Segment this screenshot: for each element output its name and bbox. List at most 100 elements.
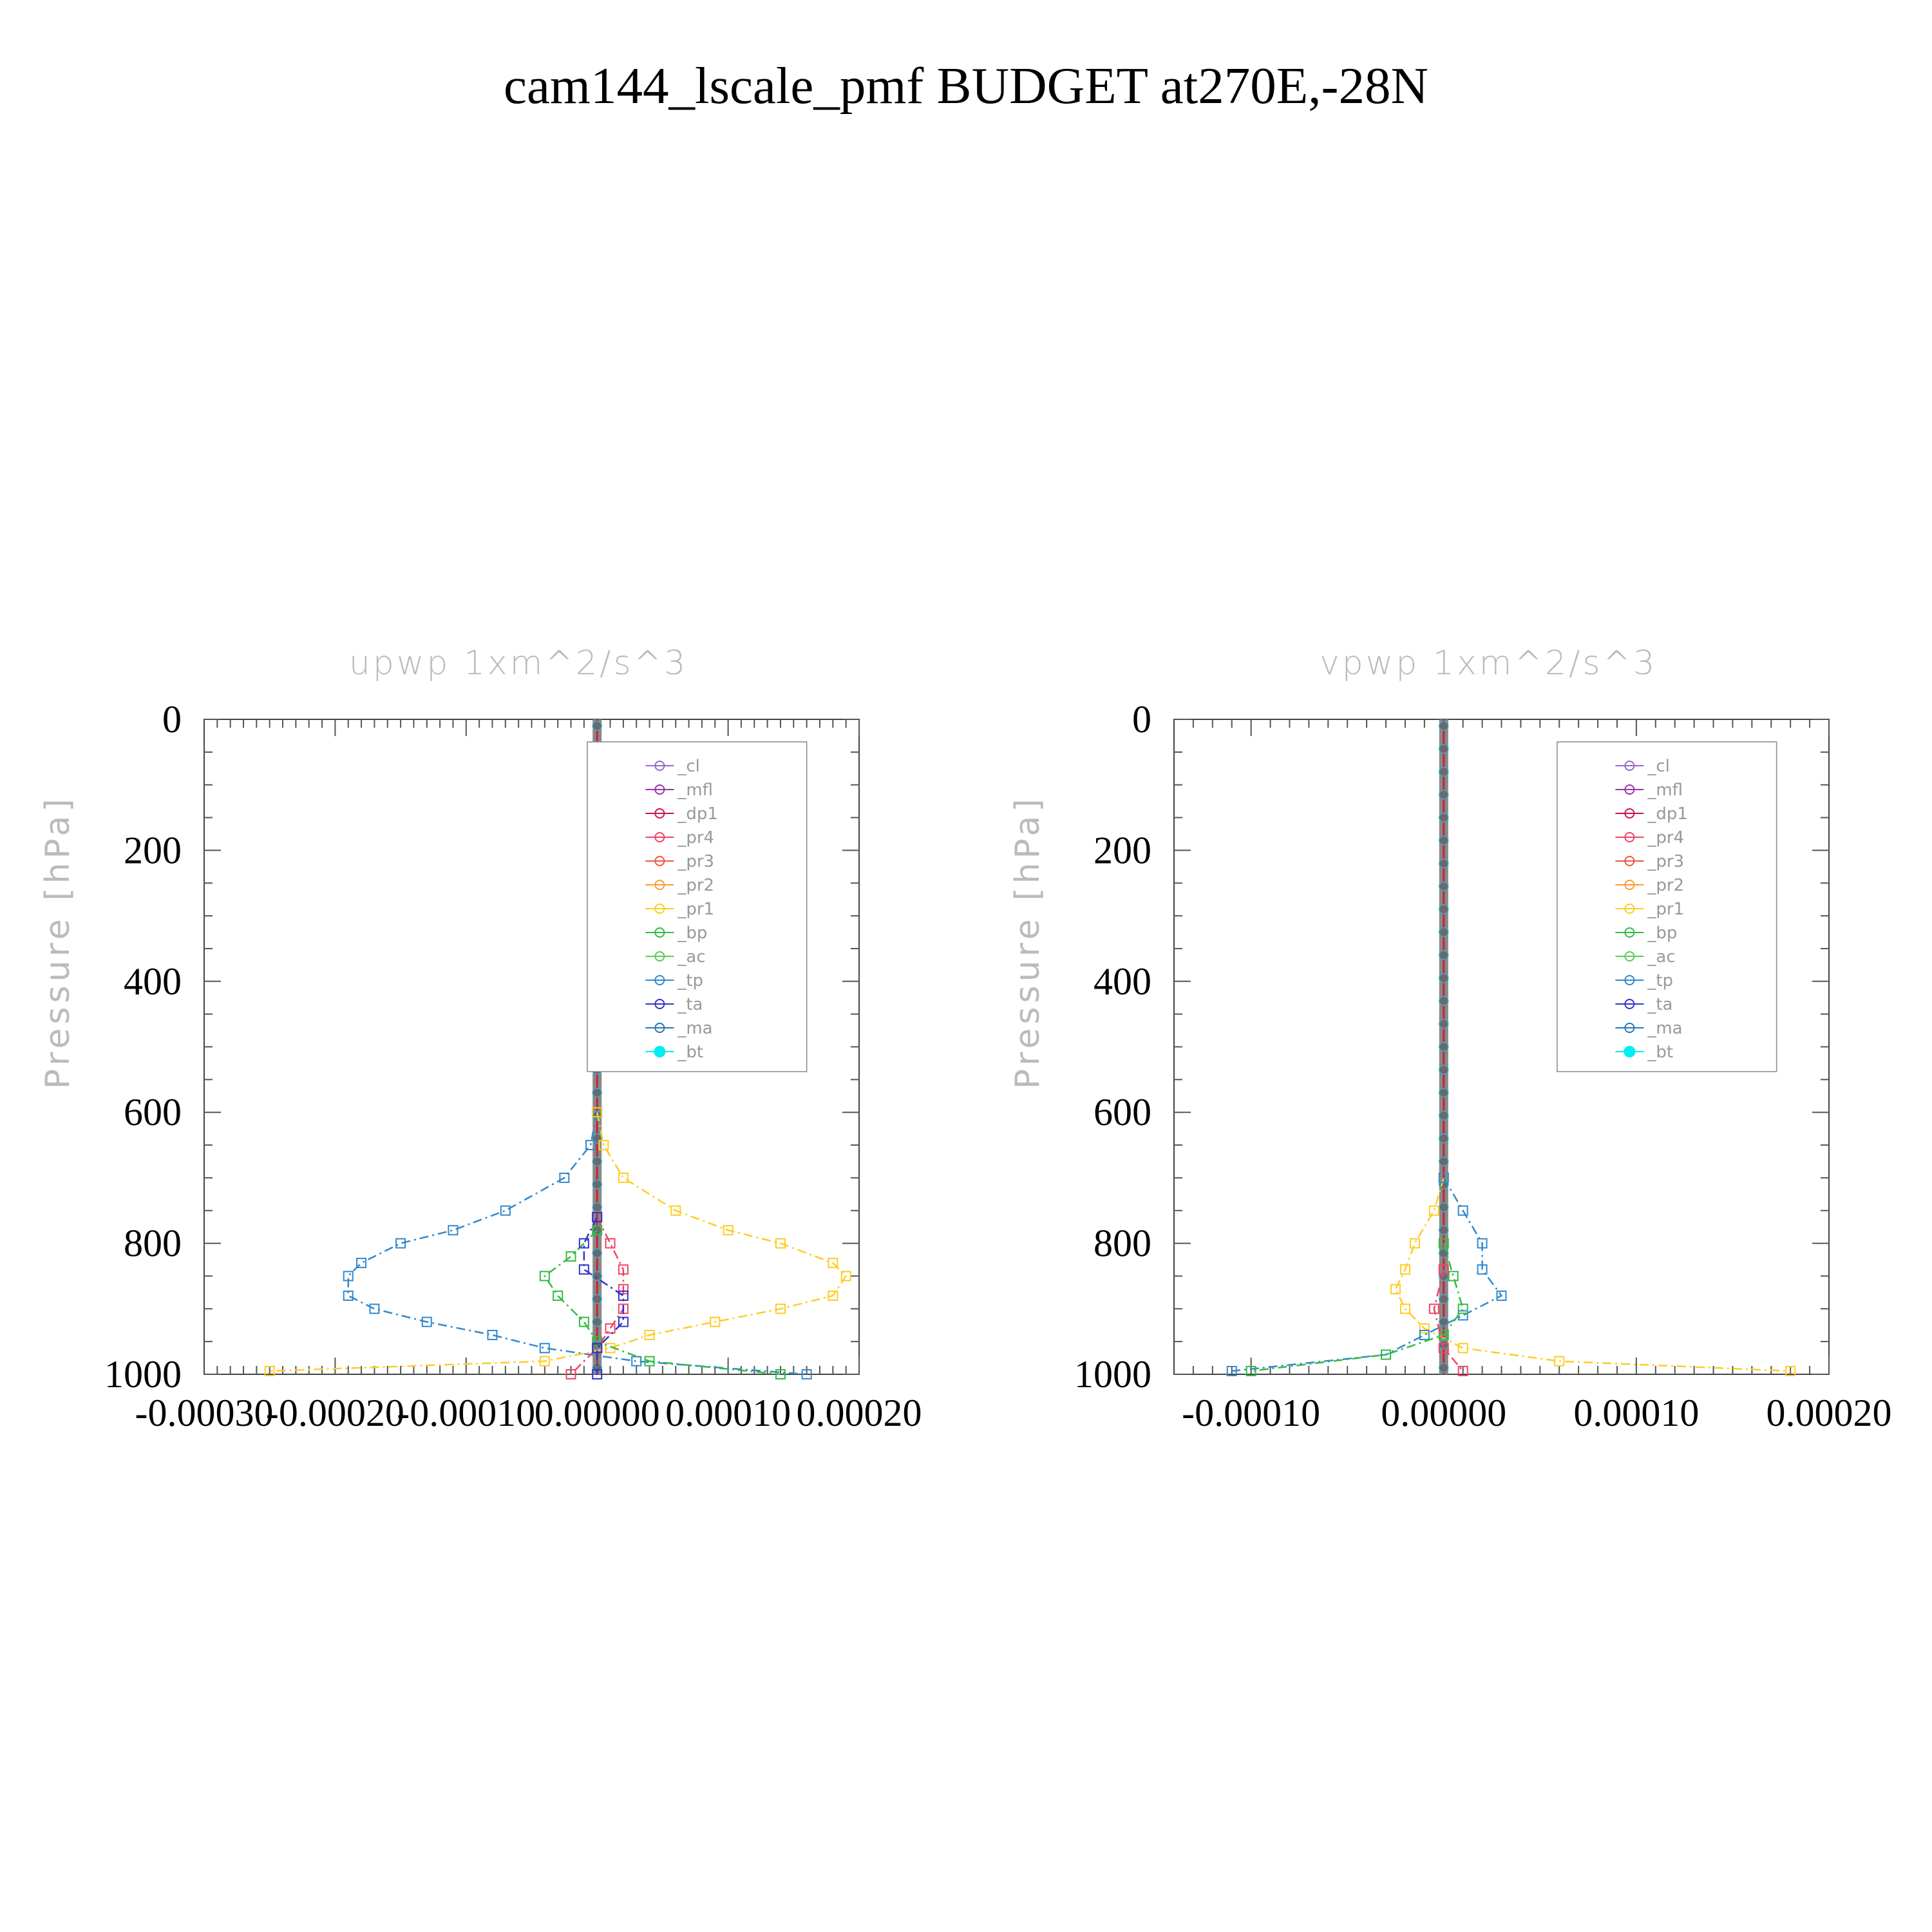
- series-marker-pr4: [618, 1264, 629, 1275]
- y-tick-label: 200: [1094, 829, 1151, 871]
- legend-label: _dp1: [1647, 804, 1688, 824]
- legend-label: _tp: [1647, 971, 1673, 990]
- series-marker-ta: [578, 1264, 589, 1275]
- legend-marker: [654, 1046, 666, 1057]
- legend-box: [587, 741, 808, 1072]
- legend-marker: [654, 904, 665, 914]
- legend-label: _pr2: [1647, 876, 1684, 895]
- legend-marker: [1624, 808, 1635, 819]
- series-marker-pr1: [1785, 1365, 1796, 1376]
- zero-profile-marker: [1439, 1110, 1449, 1121]
- series-marker-bp: [644, 1356, 655, 1367]
- series-marker-tp: [539, 1343, 550, 1354]
- x-tick-label: 0.00020: [797, 1392, 922, 1434]
- series-marker-bp: [1245, 1365, 1256, 1376]
- zero-profile-marker: [1439, 766, 1449, 777]
- series-marker-pr1: [592, 1107, 603, 1118]
- series-marker-pr4: [1428, 1303, 1439, 1314]
- series-marker-pr4: [1438, 1264, 1449, 1275]
- legend-label: _ac: [1647, 947, 1675, 967]
- zero-profile-marker: [1439, 1133, 1449, 1144]
- legend-marker: [1624, 761, 1635, 771]
- series-marker-ta: [592, 1211, 603, 1222]
- legend-label: _pr4: [1647, 828, 1684, 848]
- zero-profile-marker: [1439, 972, 1449, 983]
- y-tick-label: 1000: [104, 1353, 182, 1396]
- series-marker-pr4: [605, 1238, 616, 1249]
- zero-profile-marker: [1439, 904, 1449, 914]
- legend-label: _pr3: [1647, 852, 1684, 871]
- series-line-pr4: [1433, 1269, 1464, 1372]
- legend-label: _mfl: [677, 781, 713, 800]
- series-line-pr1: [1394, 1177, 1791, 1372]
- series-marker-pr4: [565, 1369, 576, 1379]
- zero-profile-marker: [1439, 1087, 1449, 1098]
- legend-marker: [1624, 784, 1635, 795]
- series-marker-pr1: [1428, 1205, 1439, 1216]
- legend-label: _dp1: [677, 804, 718, 824]
- y-tick-label: 400: [124, 960, 182, 1003]
- series-marker-tp: [1457, 1310, 1468, 1321]
- legend-marker: [1624, 1023, 1635, 1033]
- series-marker-tp: [585, 1140, 596, 1151]
- legend-marker: [1624, 856, 1635, 866]
- series-marker-bp: [1381, 1349, 1392, 1360]
- legend-marker: [1624, 880, 1635, 890]
- legend-label: _bp: [677, 923, 707, 943]
- zero-profile-marker: [1439, 1202, 1449, 1213]
- legend-marker: [654, 761, 665, 771]
- zero-profile-marker: [1439, 1065, 1449, 1075]
- x-tick-label: 0.00010: [665, 1392, 791, 1434]
- y-tick-label: 800: [124, 1222, 182, 1265]
- series-marker-ta: [618, 1316, 629, 1327]
- series-marker-pr4: [605, 1323, 616, 1334]
- legend-label: _ma: [677, 1019, 712, 1038]
- series-marker-pr1: [828, 1290, 838, 1301]
- series-marker-tp: [1477, 1264, 1488, 1275]
- upwp-panel: upwp 1xm^2/s^3 Pressure [hPa] 0 200 400 600 80…: [39, 644, 922, 1434]
- y-tick-label: 400: [1094, 960, 1151, 1003]
- y-tick-label: 600: [1094, 1091, 1151, 1133]
- legend-label: _bt: [1647, 1043, 1673, 1062]
- series-line-tp: [347, 1112, 807, 1376]
- legend-label: _ta: [677, 995, 703, 1014]
- zero-profile-marker: [592, 1087, 602, 1098]
- series-marker-pr1: [1419, 1323, 1430, 1334]
- y-axis-label: Pressure [hPa]: [39, 795, 77, 1089]
- legend-label: _pr3: [677, 852, 714, 871]
- series-marker-pr1: [670, 1205, 681, 1216]
- zero-profile-marker: [592, 1248, 602, 1258]
- series-marker-pr4: [1438, 1343, 1449, 1354]
- legend-label: _bp: [1647, 923, 1677, 943]
- legend-label: _pr1: [677, 900, 714, 919]
- series-marker-pr1: [618, 1172, 629, 1183]
- zero-profile-marker: [1439, 835, 1449, 846]
- series-marker-bp: [1438, 1329, 1449, 1340]
- legend-marker: [1624, 999, 1635, 1009]
- zero-profile-marker: [1439, 1156, 1449, 1167]
- legend-marker: [1624, 904, 1635, 914]
- series-marker-pr4: [618, 1283, 629, 1294]
- series-marker-pr1: [264, 1365, 275, 1376]
- zero-profile-marker: [592, 1179, 602, 1189]
- series-marker-tp: [500, 1205, 511, 1216]
- series-marker-tp: [1477, 1238, 1488, 1249]
- y-axis-label: Pressure [hPa]: [1009, 795, 1047, 1089]
- y-tick-label: 1000: [1074, 1353, 1151, 1396]
- zero-profile-marker: [592, 1294, 602, 1304]
- zero-profile-marker: [1439, 1294, 1449, 1304]
- legend-marker: [654, 784, 665, 795]
- series-marker-bp: [592, 1225, 603, 1236]
- legend-marker: [654, 856, 665, 866]
- legend-box: [1557, 741, 1777, 1072]
- series-marker-pr1: [1457, 1343, 1468, 1354]
- legend-marker: [654, 808, 665, 819]
- legend-label: _tp: [677, 971, 703, 990]
- series-marker-bp: [1448, 1271, 1459, 1282]
- vpwp-panel: vpwp 1xm^2/s^3 Pressure [hPa] 0 200 400 600 80…: [1009, 644, 1892, 1434]
- series-marker-pr1: [598, 1140, 609, 1151]
- x-tick-label: -0.00030: [135, 1392, 274, 1434]
- legend-label: _bt: [677, 1043, 703, 1062]
- legend-label: _ac: [677, 947, 705, 967]
- legend-label: _ma: [1647, 1019, 1682, 1038]
